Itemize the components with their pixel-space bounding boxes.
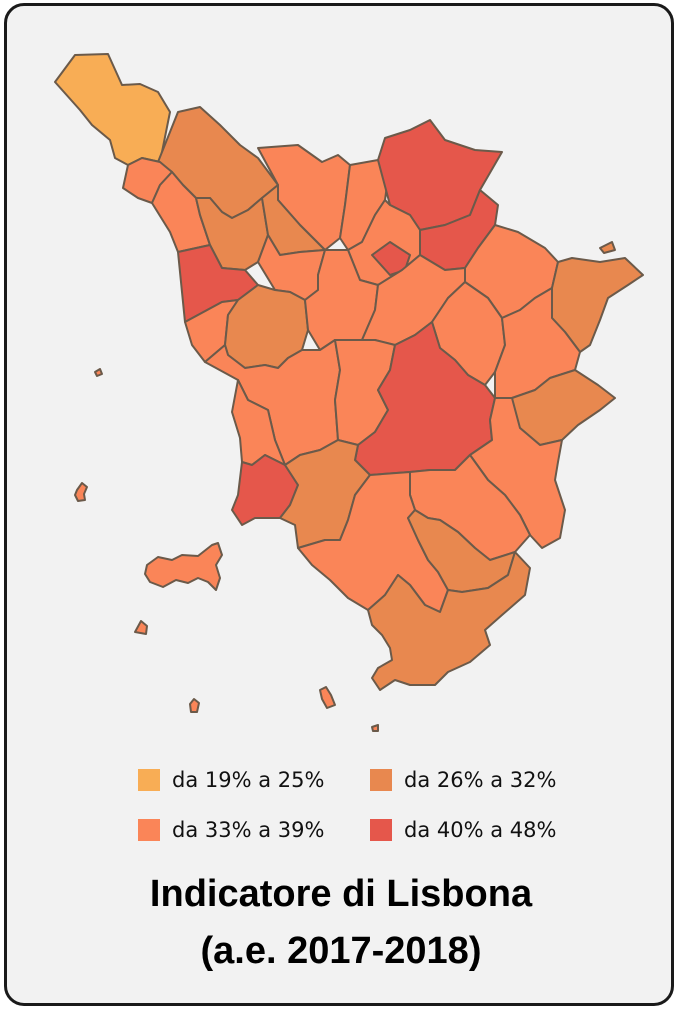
legend: da 19% a 25% da 26% a 32% da 33% a 39% d…	[138, 768, 578, 848]
region-exclave-badia	[599, 241, 616, 254]
region-island-montecristo	[189, 698, 200, 713]
legend-swatch	[370, 769, 392, 791]
legend-swatch	[370, 819, 392, 841]
region-island-elba	[144, 542, 223, 591]
legend-label: da 40% a 48%	[404, 818, 557, 842]
map-title: Indicatore di Lisbona	[149, 873, 533, 915]
region-firenze-city	[371, 241, 411, 276]
region-island-capraia	[74, 482, 88, 502]
legend-swatch	[138, 819, 160, 841]
legend-label: da 19% a 25%	[172, 768, 325, 792]
legend-label: da 33% a 39%	[172, 818, 325, 842]
legend-item: da 40% a 48%	[370, 818, 556, 842]
map-subtitle: (a.e. 2017-2018)	[200, 930, 482, 972]
region-grosseto-south	[367, 551, 531, 691]
region-lunigiana	[54, 53, 171, 166]
legend-item: da 26% a 32%	[370, 768, 556, 792]
region-island-pianosa	[134, 620, 148, 635]
legend-item: da 33% a 39%	[138, 818, 324, 842]
region-island-giannutri	[371, 724, 379, 732]
region-island-giglio	[319, 686, 336, 709]
legend-swatch	[138, 769, 160, 791]
legend-label: da 26% a 32%	[404, 768, 557, 792]
region-island-gorgona	[94, 368, 103, 377]
legend-item: da 19% a 25%	[138, 768, 324, 792]
